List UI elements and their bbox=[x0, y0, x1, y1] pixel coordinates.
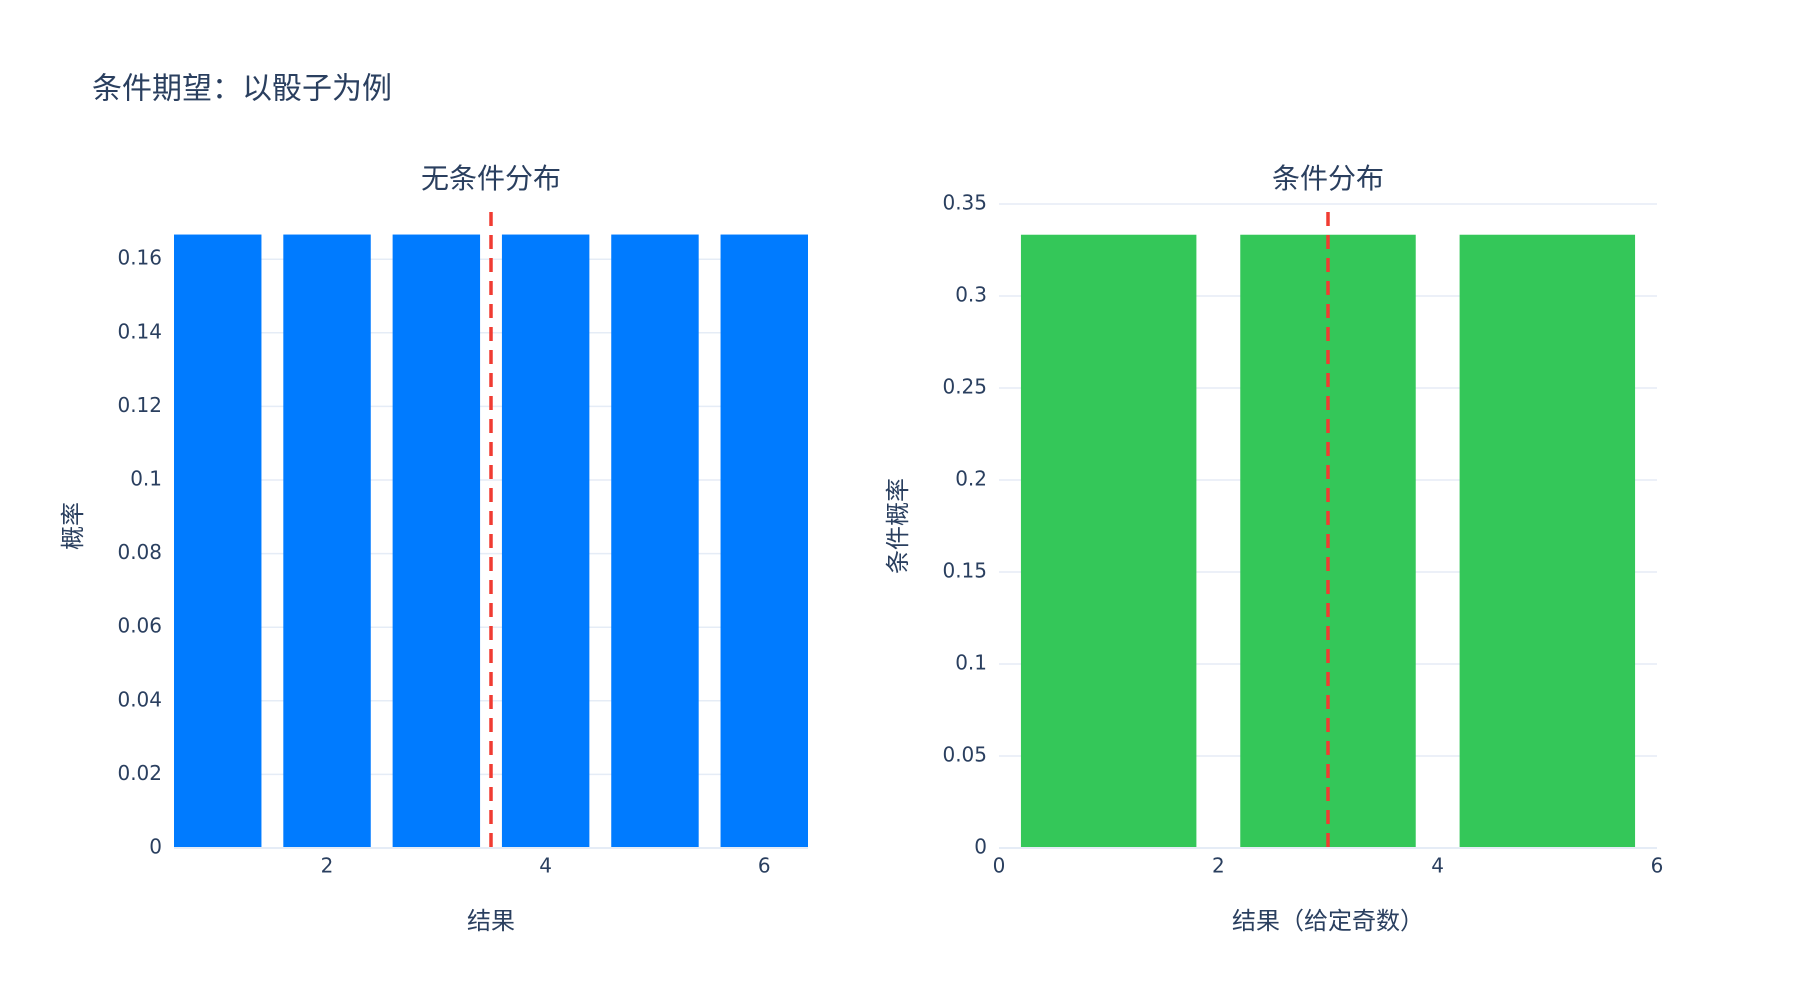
subplot-title: 条件分布 bbox=[1272, 162, 1384, 195]
bar bbox=[392, 234, 481, 848]
x-tick-label: 2 bbox=[1212, 854, 1225, 878]
bar bbox=[1020, 234, 1197, 848]
x-axis-title: 结果 bbox=[467, 907, 515, 935]
x-tick-label: 4 bbox=[1431, 854, 1444, 878]
bar bbox=[720, 234, 808, 848]
x-tick-label: 0 bbox=[993, 854, 1006, 878]
y-tick-label: 0.15 bbox=[942, 559, 987, 583]
bar bbox=[1459, 234, 1636, 848]
y-tick-label: 0.35 bbox=[942, 191, 987, 215]
y-tick-label: 0 bbox=[974, 835, 987, 859]
x-tick-label: 2 bbox=[321, 854, 334, 878]
y-tick-label: 0.14 bbox=[117, 319, 162, 343]
y-tick-label: 0.08 bbox=[117, 540, 162, 564]
y-tick-label: 0.05 bbox=[942, 743, 987, 767]
subplot-title: 无条件分布 bbox=[421, 162, 561, 195]
y-tick-label: 0.2 bbox=[955, 467, 987, 491]
y-tick-label: 0.16 bbox=[117, 246, 162, 270]
bar bbox=[611, 234, 699, 848]
x-tick-label: 6 bbox=[1651, 854, 1664, 878]
y-axis-title: 条件概率 bbox=[884, 478, 912, 574]
y-tick-label: 0 bbox=[149, 835, 162, 859]
bar bbox=[501, 234, 590, 848]
x-tick-label: 4 bbox=[539, 854, 552, 878]
bar bbox=[283, 234, 371, 848]
page-title: 条件期望：以骰子为例 bbox=[92, 72, 392, 107]
y-axis-title: 概率 bbox=[59, 502, 87, 550]
x-axis-title: 结果（给定奇数） bbox=[1232, 907, 1424, 935]
bar bbox=[174, 234, 262, 848]
y-tick-label: 0.02 bbox=[117, 761, 162, 785]
y-tick-label: 0.1 bbox=[955, 651, 987, 675]
y-tick-label: 0.1 bbox=[130, 467, 162, 491]
y-tick-label: 0.3 bbox=[955, 283, 987, 307]
y-tick-label: 0.25 bbox=[942, 375, 987, 399]
y-tick-label: 0.12 bbox=[117, 393, 162, 417]
x-tick-label: 6 bbox=[758, 854, 771, 878]
y-tick-label: 0.06 bbox=[117, 614, 162, 638]
y-tick-label: 0.04 bbox=[117, 687, 162, 711]
